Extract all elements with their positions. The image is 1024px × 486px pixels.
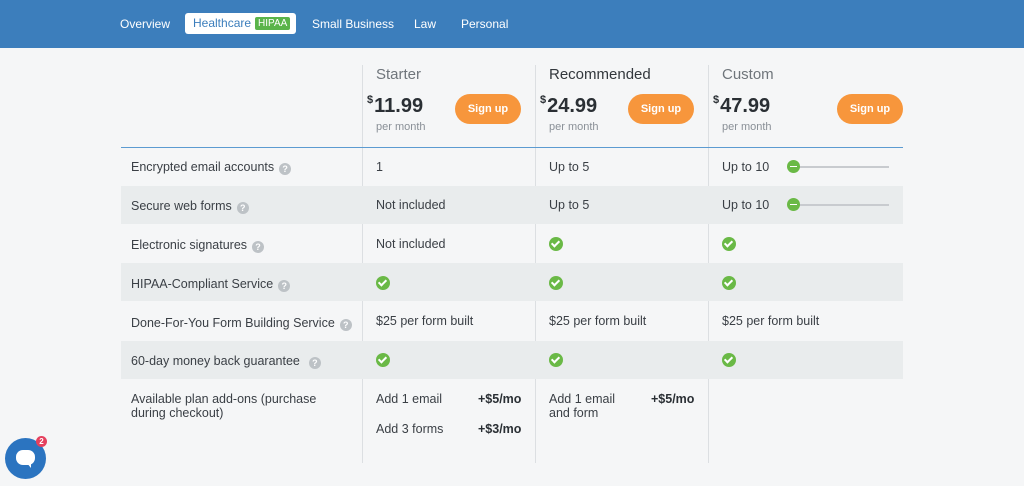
feature-value-starter: Not included [376,237,446,251]
plan-period-custom: per month [722,121,772,133]
top-nav: Overview Healthcare HIPAA Small Business … [0,0,1024,48]
addon-price: +$3/mo [478,422,522,436]
price-value: 24.99 [547,95,598,117]
table-row: Secure web forms? Not included Up to 5 U… [121,186,903,224]
feature-label: 60-day money back guarantee? [131,354,321,369]
check-icon [376,276,390,290]
currency-symbol: $ [367,94,374,106]
forms-slider-handle[interactable] [787,198,800,211]
feature-label: Secure web forms? [131,199,249,214]
hipaa-badge: HIPAA [255,17,291,30]
feature-label: Electronic signatures? [131,238,265,253]
addon-price: +$5/mo [478,392,522,406]
feature-value-custom: Up to 10 [722,160,770,174]
help-icon[interactable]: ? [308,357,321,369]
addon-name-line1: Add 1 email [549,392,616,406]
feature-label: Encrypted email accounts? [131,160,292,175]
plan-period-recommended: per month [549,121,599,133]
check-icon [722,237,736,251]
currency-symbol: $ [540,94,547,106]
price-value: 47.99 [720,95,771,117]
feature-label-text: Secure web forms [131,199,232,213]
table-row: Done-For-You Form Building Service? $25 … [121,302,903,340]
table-row: Electronic signatures? Not included [121,224,903,262]
plan-name-custom: Custom [722,66,774,83]
chat-bubble-icon [16,450,35,468]
tab-law[interactable]: Law [414,17,437,31]
currency-symbol: $ [713,94,720,106]
price-value: 11.99 [374,95,424,117]
addons-label: Available plan add-ons (purchase during … [131,392,316,420]
table-row: 60-day money back guarantee? [121,341,903,379]
feature-label: Done-For-You Form Building Service? [131,316,352,331]
feature-label: HIPAA-Compliant Service? [131,277,291,292]
signup-button-starter[interactable]: Sign up [455,94,521,124]
chat-launcher-button[interactable] [5,438,46,479]
help-icon[interactable]: ? [252,241,265,253]
plan-name-starter: Starter [376,66,422,83]
email-slider-track[interactable] [793,166,889,168]
check-icon [549,237,563,251]
signup-button-custom[interactable]: Sign up [837,94,903,124]
table-row: HIPAA-Compliant Service? [121,263,903,301]
tab-healthcare[interactable]: Healthcare HIPAA [185,13,297,34]
check-icon [722,276,736,290]
feature-label-text: Electronic signatures [131,238,248,252]
pricing-table: Starter $11.99 per month Sign up Recomme… [0,48,1024,486]
chat-notification-badge: 2 [36,436,47,447]
help-icon[interactable]: ? [278,280,291,292]
check-icon [722,353,736,367]
feature-value-recommended: Up to 5 [549,198,590,212]
addon-name: Add 3 forms [376,422,444,436]
feature-label-text: 60-day money back guarantee [131,354,300,368]
check-icon [376,353,390,367]
tab-overview[interactable]: Overview [120,17,171,31]
plan-price-custom: $47.99 [713,94,770,118]
email-slider-handle[interactable] [787,160,800,173]
feature-value-starter: $25 per form built [376,314,474,328]
feature-label-text: Encrypted email accounts [131,160,275,174]
feature-label-text: Done-For-You Form Building Service [131,316,335,330]
plan-price-starter: $11.99 [367,94,423,118]
plan-price-recommended: $24.99 [540,94,597,118]
header-divider [121,147,903,148]
check-icon [549,276,563,290]
help-icon[interactable]: ? [279,163,292,175]
feature-value-custom: Up to 10 [722,198,770,212]
plan-period-starter: per month [376,121,426,133]
addon-price: +$5/mo [651,392,695,406]
tab-personal[interactable]: Personal [461,17,509,31]
feature-label-text: HIPAA-Compliant Service [131,277,274,291]
tab-healthcare-label: Healthcare [193,16,252,30]
feature-value-custom: $25 per form built [722,314,820,328]
addon-name-line2: and form [549,406,599,420]
feature-value-starter: Not included [376,198,446,212]
help-icon[interactable]: ? [339,319,352,331]
table-row: Encrypted email accounts? 1 Up to 5 Up t… [121,148,903,186]
addon-name: Add 1 email and form [549,392,615,420]
check-icon [549,353,563,367]
feature-value-recommended: $25 per form built [549,314,647,328]
addon-name: Add 1 email [376,392,443,406]
addons-label-line1: Available plan add-ons (purchase [131,392,317,406]
feature-value-starter: 1 [376,160,383,174]
signup-button-recommended[interactable]: Sign up [628,94,694,124]
feature-value-recommended: Up to 5 [549,160,590,174]
plan-name-recommended: Recommended [549,66,651,83]
help-icon[interactable]: ? [236,202,249,214]
forms-slider-track[interactable] [793,204,889,206]
tab-small-business[interactable]: Small Business [312,17,395,31]
addons-label-line2: during checkout) [131,406,224,420]
